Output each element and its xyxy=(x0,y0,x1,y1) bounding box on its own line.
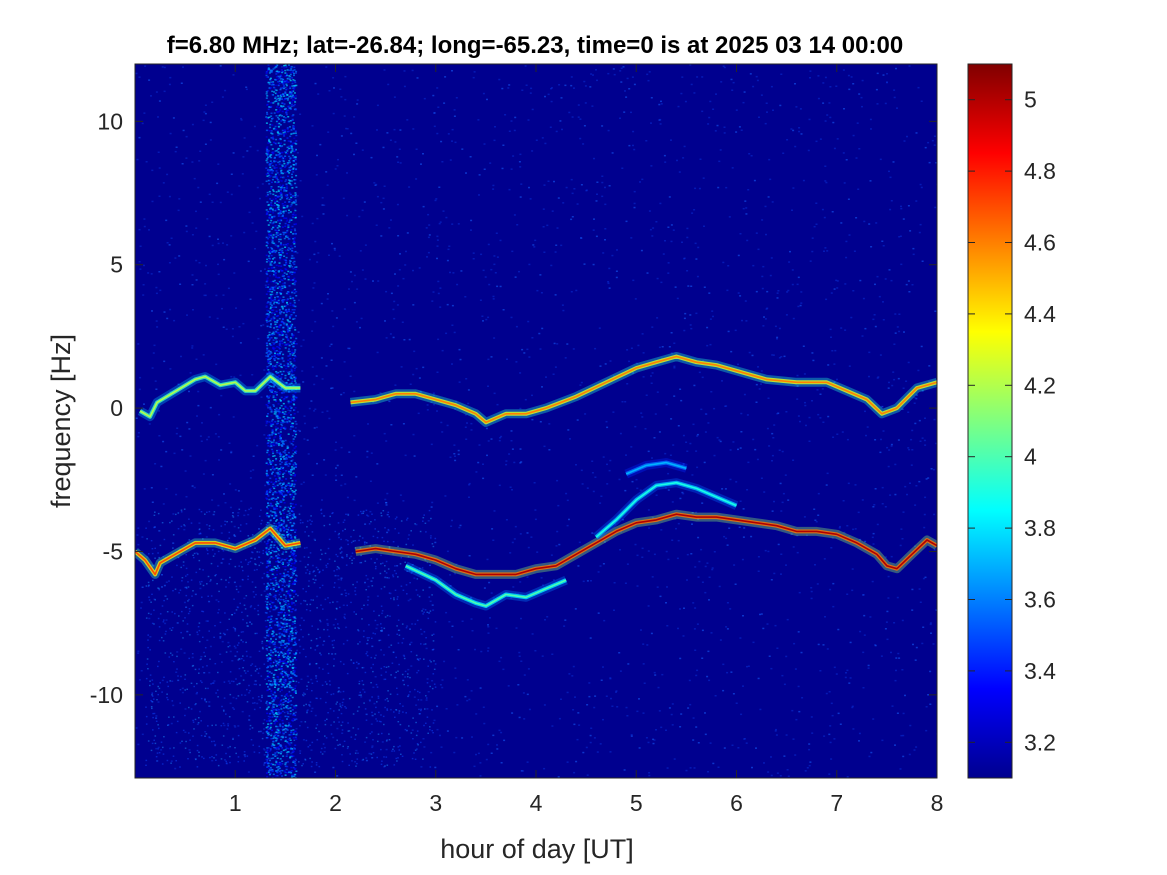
x-tick-label: 6 xyxy=(730,790,743,816)
colorbar-ticks: 3.2 3.4 3.6 3.8 4 4.2 4.4 4.6 4.8 5 xyxy=(968,87,1056,755)
trace-core xyxy=(405,565,567,607)
colorbar xyxy=(967,63,1013,779)
y-tick-label: 5 xyxy=(110,252,123,278)
x-tick-label: 2 xyxy=(329,790,342,816)
y-tick-label: -5 xyxy=(103,538,123,564)
trace-6 xyxy=(624,458,688,479)
trace-core xyxy=(139,375,301,418)
x-tick-label: 4 xyxy=(530,790,543,816)
x-tick-label: 8 xyxy=(931,790,944,816)
x-tick-label: 1 xyxy=(229,790,242,816)
trace-core xyxy=(625,461,687,475)
colorbar-tick-label: 3.4 xyxy=(1024,658,1056,684)
x-tick-label: 3 xyxy=(429,790,442,816)
colorbar-tick-label: 5 xyxy=(1024,87,1037,113)
static-noise xyxy=(135,64,937,778)
trace-layer xyxy=(135,352,937,611)
y-tick-label: 10 xyxy=(97,108,123,134)
trace-0 xyxy=(137,372,301,422)
colorbar-tick-label: 3.2 xyxy=(1024,729,1056,755)
colorbar-tick-label: 3.6 xyxy=(1024,587,1056,613)
trace-core xyxy=(135,527,301,576)
trace-3 xyxy=(354,509,937,579)
noise-layer xyxy=(135,64,937,778)
trace-2 xyxy=(135,524,302,579)
x-tick-label: 5 xyxy=(630,790,643,816)
colorbar-tick-label: 3.8 xyxy=(1024,515,1056,541)
colorbar-tick-label: 4.4 xyxy=(1024,301,1056,327)
chart-title: f=6.80 MHz; lat=-26.84; long=-65.23, tim… xyxy=(167,32,903,59)
trace-core xyxy=(595,481,737,538)
colorbar-tick-label: 4 xyxy=(1024,444,1037,470)
axes-layer: 1 2 3 4 5 6 7 8 10 5 0 -5 -10 xyxy=(90,63,944,816)
colorbar-tick-label: 4.2 xyxy=(1024,372,1056,398)
colorbar-tick-label: 4.6 xyxy=(1024,230,1056,256)
x-axis-label: hour of day [UT] xyxy=(440,834,634,864)
trace-5 xyxy=(593,478,739,541)
colorbar-tick-label: 4.8 xyxy=(1024,158,1056,184)
trace-4 xyxy=(403,561,568,611)
trace-1 xyxy=(349,352,937,427)
trace-core xyxy=(350,355,937,424)
y-tick-label: 0 xyxy=(110,395,123,421)
x-tick-label: 7 xyxy=(830,790,843,816)
y-tick-label: -10 xyxy=(90,682,123,708)
diffuse-scatter xyxy=(145,508,437,768)
trace-core xyxy=(355,513,937,576)
y-axis-label: frequency [Hz] xyxy=(46,334,76,508)
